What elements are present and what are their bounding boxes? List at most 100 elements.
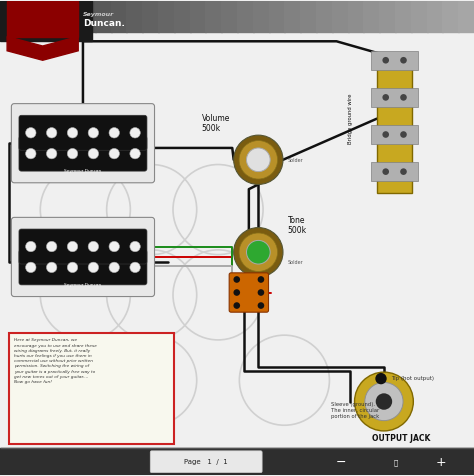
Circle shape [239,233,278,271]
Bar [0,1,17,32]
Bar [395,1,412,32]
Circle shape [383,57,389,64]
Bar [377,58,412,193]
Text: Duncan.: Duncan. [83,19,125,28]
Text: Tip (hot output): Tip (hot output) [391,376,434,381]
Circle shape [46,241,57,252]
Bar [347,1,365,32]
Text: Solder: Solder [288,260,303,265]
Text: Seymour Duncan: Seymour Duncan [64,283,101,287]
Bar [0,447,474,475]
Text: OUTPUT JACK: OUTPUT JACK [373,434,431,443]
Text: Seymour Duncan: Seymour Duncan [64,169,101,173]
Circle shape [109,262,119,273]
Bar [205,1,222,32]
Circle shape [67,128,78,138]
Circle shape [383,94,389,101]
Bar [332,1,348,32]
Bar [427,1,443,32]
Circle shape [233,276,240,283]
Bar [371,125,418,144]
Bar [32,1,48,32]
Bar [221,1,238,32]
Circle shape [109,149,119,159]
FancyBboxPatch shape [229,273,268,312]
Circle shape [376,393,392,410]
Bar [364,1,380,32]
Circle shape [46,262,57,273]
Bar [63,1,80,32]
Circle shape [400,169,407,175]
Circle shape [109,128,119,138]
Circle shape [258,289,264,296]
Circle shape [130,149,140,159]
Text: Bridge ground wire: Bridge ground wire [348,93,353,144]
Bar [158,1,175,32]
Circle shape [88,241,99,252]
FancyBboxPatch shape [19,229,147,264]
Circle shape [400,131,407,138]
Bar [110,1,128,32]
Text: Seymour: Seymour [83,12,114,17]
Bar [237,1,254,32]
Bar [174,1,191,32]
Circle shape [26,149,36,159]
Bar [0,447,474,448]
Circle shape [26,128,36,138]
Circle shape [233,289,240,296]
Bar [458,1,474,32]
Bar [7,1,78,37]
Bar [284,1,301,32]
Circle shape [375,373,387,384]
Circle shape [400,57,407,64]
Bar [253,1,270,32]
Circle shape [258,302,264,309]
Bar [142,1,159,32]
Text: Volume
500k: Volume 500k [201,114,230,133]
Bar [371,88,418,107]
Circle shape [88,128,99,138]
Circle shape [383,131,389,138]
Circle shape [67,149,78,159]
Circle shape [365,382,403,421]
Text: Sleeve (ground).
The inner, circular
portion of the jack: Sleeve (ground). The inner, circular por… [331,402,379,419]
Circle shape [234,135,283,184]
FancyBboxPatch shape [11,218,155,297]
FancyBboxPatch shape [19,115,147,150]
Bar [269,1,285,32]
Circle shape [383,169,389,175]
Bar [16,1,33,32]
Bar [79,1,96,32]
Text: +: + [436,456,446,469]
Circle shape [46,128,57,138]
Circle shape [234,228,283,277]
Bar [0,1,92,41]
Circle shape [26,262,36,273]
Text: Solder: Solder [288,158,303,163]
Text: 🔍: 🔍 [394,459,398,466]
Bar [371,51,418,69]
Circle shape [88,262,99,273]
Circle shape [130,128,140,138]
Circle shape [109,241,119,252]
Circle shape [233,302,240,309]
FancyBboxPatch shape [19,250,147,285]
Circle shape [88,149,99,159]
Circle shape [130,262,140,273]
FancyBboxPatch shape [19,136,147,171]
Circle shape [246,148,270,172]
Bar [411,1,428,32]
Bar [379,1,396,32]
Text: Page   1  /  1: Page 1 / 1 [184,459,228,465]
Bar [371,162,418,181]
Bar [127,1,143,32]
Circle shape [46,149,57,159]
FancyBboxPatch shape [11,104,155,183]
Bar [190,1,206,32]
Bar [47,1,64,32]
Bar [9,333,174,444]
Circle shape [67,262,78,273]
Circle shape [355,372,413,431]
Circle shape [400,94,407,101]
Bar [300,1,317,32]
